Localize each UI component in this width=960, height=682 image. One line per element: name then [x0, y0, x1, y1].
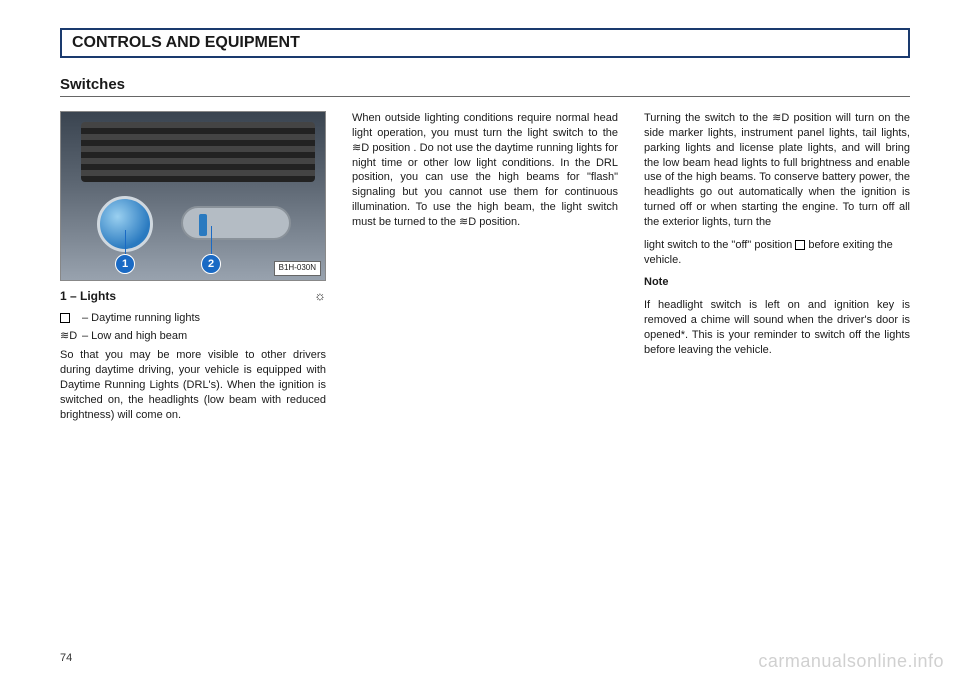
callout-line-2	[211, 226, 212, 254]
def-daytime-text: – Daytime running lights	[82, 311, 200, 326]
headlight-symbol: ≋D	[60, 329, 76, 344]
page-number: 74	[60, 652, 72, 664]
callout-1: 1	[115, 254, 135, 274]
def-lowhigh: ≋D – Low and high beam	[60, 329, 326, 344]
middle-para-1: When outside lighting conditions require…	[352, 111, 618, 230]
page-header: CONTROLS AND EQUIPMENT	[72, 34, 898, 52]
item-1-row: 1 – Lights ☼	[60, 287, 326, 305]
sun-icon: ☼	[314, 287, 326, 305]
callout-line-1	[125, 230, 126, 254]
header-box: CONTROLS AND EQUIPMENT	[60, 28, 910, 58]
right-para-2-pre: light switch to the "off" position	[644, 239, 795, 251]
column-right: Turning the switch to the ≋D position wi…	[644, 111, 910, 430]
left-para-1: So that you may be more visible to other…	[60, 348, 326, 422]
def-daytime: – Daytime running lights	[60, 311, 326, 326]
content-columns: 1 2 B1H-030N 1 – Lights ☼ – Daytime runn…	[60, 111, 910, 430]
note-heading: Note	[644, 275, 910, 290]
off-box-symbol	[795, 240, 805, 250]
dimmer-slider-graphic	[181, 206, 291, 240]
item-1-title: 1 – Lights	[60, 288, 116, 304]
watermark: carmanualsonline.info	[758, 651, 944, 672]
column-left: 1 2 B1H-030N 1 – Lights ☼ – Daytime runn…	[60, 111, 326, 430]
note-text: If headlight switch is left on and ignit…	[644, 298, 910, 357]
figure-label: B1H-030N	[274, 261, 321, 276]
def-lowhigh-text: – Low and high beam	[82, 329, 187, 344]
right-para-1: Turning the switch to the ≋D position wi…	[644, 111, 910, 230]
switches-figure: 1 2 B1H-030N	[60, 111, 326, 281]
section-title: Switches	[60, 76, 910, 97]
vent-graphic	[81, 122, 315, 182]
right-para-2: light switch to the "off" position befor…	[644, 238, 910, 268]
box-symbol	[60, 311, 76, 326]
column-middle: When outside lighting conditions require…	[352, 111, 618, 430]
callout-2: 2	[201, 254, 221, 274]
